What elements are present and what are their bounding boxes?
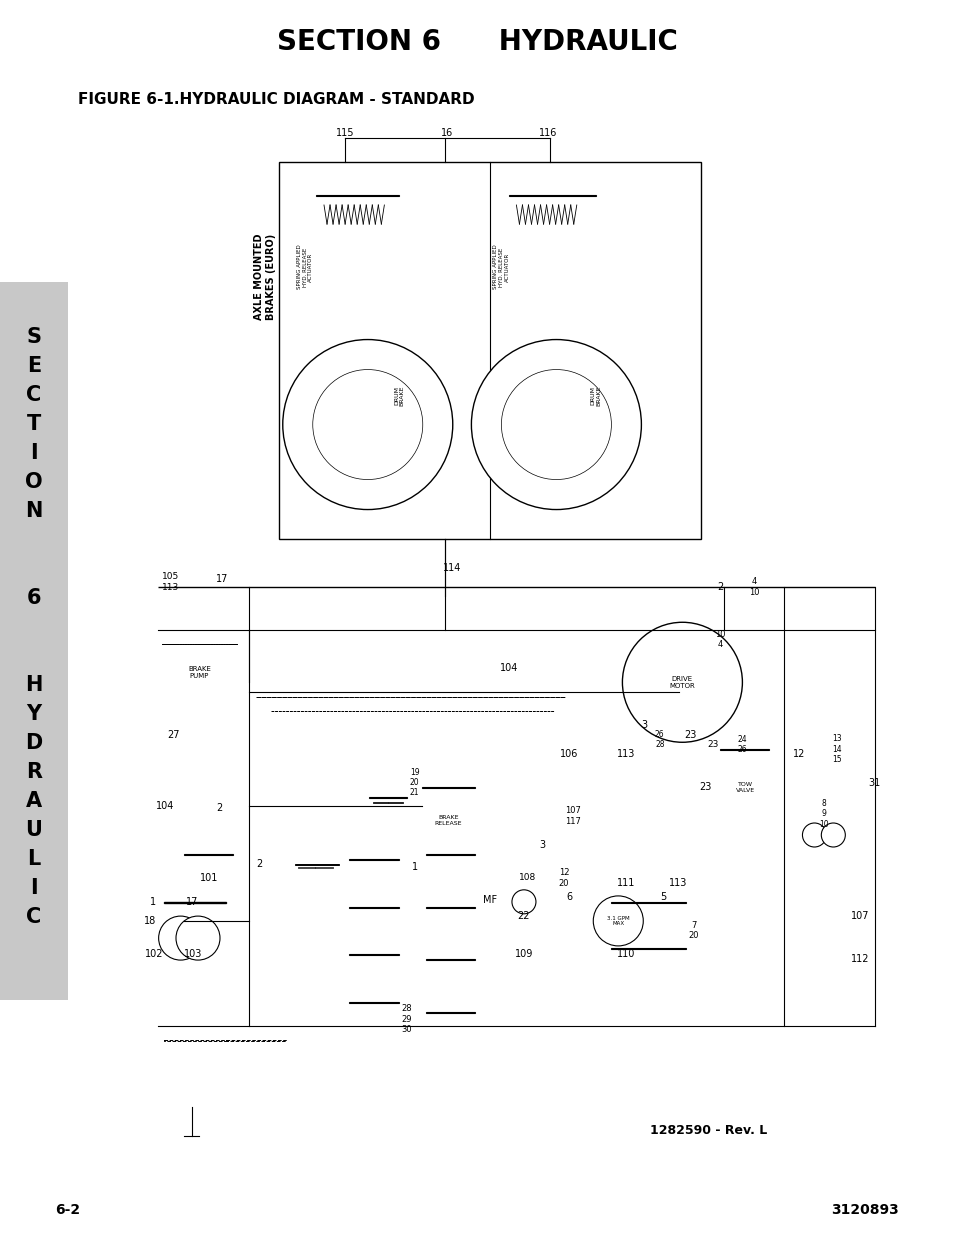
Text: H: H (26, 676, 43, 695)
Text: O: O (25, 472, 43, 492)
Text: 27: 27 (167, 730, 179, 740)
Text: T: T (27, 414, 41, 433)
Text: 1: 1 (150, 897, 155, 906)
Circle shape (531, 400, 580, 450)
Text: 3.1 GPM
MAX: 3.1 GPM MAX (606, 915, 629, 926)
Text: 6-2: 6-2 (55, 1203, 80, 1216)
Text: 3: 3 (539, 840, 545, 850)
Text: C: C (27, 385, 42, 405)
Text: 104: 104 (499, 663, 517, 673)
Text: L: L (28, 848, 41, 869)
Circle shape (471, 340, 640, 510)
Text: 106: 106 (559, 748, 578, 758)
Text: DRIVE
MOTOR: DRIVE MOTOR (669, 676, 695, 689)
Text: 116: 116 (538, 128, 557, 138)
Text: SECTION 6      HYDRAULIC: SECTION 6 HYDRAULIC (276, 28, 677, 56)
Text: 110: 110 (616, 950, 635, 960)
Text: 17: 17 (215, 574, 228, 584)
Circle shape (501, 369, 611, 479)
Circle shape (282, 340, 453, 510)
Text: 8
9
10: 8 9 10 (819, 799, 828, 829)
Text: 3120893: 3120893 (830, 1203, 898, 1216)
Text: 18: 18 (144, 916, 156, 926)
Text: 2: 2 (717, 582, 722, 592)
Text: I: I (30, 443, 38, 463)
Text: TOW
VALVE: TOW VALVE (735, 782, 754, 793)
Text: AXLE MOUNTED
BRAKES (EURO): AXLE MOUNTED BRAKES (EURO) (254, 233, 275, 320)
Circle shape (593, 895, 642, 946)
Text: SPRING APPLIED
HYD. RELEASE
ACTUATOR: SPRING APPLIED HYD. RELEASE ACTUATOR (493, 245, 509, 289)
Bar (278, 162, 700, 540)
Text: 5: 5 (659, 892, 666, 902)
Text: 4
10: 4 10 (748, 577, 759, 597)
Text: R: R (26, 762, 42, 782)
Circle shape (512, 890, 536, 914)
Text: A: A (26, 790, 42, 811)
Text: 23: 23 (683, 730, 696, 740)
Circle shape (175, 916, 220, 960)
Text: 112: 112 (849, 955, 868, 965)
Text: 115: 115 (335, 128, 354, 138)
Text: 2: 2 (256, 858, 263, 868)
Text: 113: 113 (616, 748, 635, 758)
Text: 23: 23 (699, 782, 711, 793)
Text: 10
4: 10 4 (714, 630, 724, 650)
Text: DRUM
BRAKE: DRUM BRAKE (590, 385, 600, 406)
Text: 6: 6 (565, 892, 572, 902)
Text: N: N (26, 501, 43, 521)
Circle shape (821, 823, 844, 847)
Text: 7
20: 7 20 (688, 921, 699, 940)
Text: Y: Y (27, 704, 42, 724)
Text: FIGURE 6-1.HYDRAULIC DIAGRAM - STANDARD: FIGURE 6-1.HYDRAULIC DIAGRAM - STANDARD (78, 93, 475, 107)
Text: 26
28: 26 28 (655, 730, 664, 750)
Text: D: D (26, 734, 43, 753)
Circle shape (158, 916, 202, 960)
Text: 3: 3 (641, 720, 647, 730)
Text: 19
20
21: 19 20 21 (409, 768, 419, 798)
Text: S: S (27, 327, 42, 347)
Text: 28
29
30: 28 29 30 (401, 1004, 412, 1034)
Text: 1: 1 (411, 862, 417, 872)
Text: 104: 104 (156, 802, 174, 811)
Text: I: I (30, 878, 38, 898)
Circle shape (342, 400, 393, 450)
Circle shape (313, 369, 422, 479)
Text: 17: 17 (186, 897, 198, 906)
Text: 107
117: 107 117 (564, 806, 580, 826)
Text: SPRING APPLIED
HYD. RELEASE
ACTUATOR: SPRING APPLIED HYD. RELEASE ACTUATOR (296, 245, 314, 289)
Text: U: U (26, 820, 42, 840)
Text: 101: 101 (200, 873, 218, 883)
Circle shape (801, 823, 825, 847)
Text: 24
26: 24 26 (738, 735, 747, 755)
Circle shape (621, 622, 741, 742)
Text: 16: 16 (440, 128, 453, 138)
Text: MF: MF (482, 895, 497, 905)
Text: 109: 109 (515, 950, 533, 960)
Text: BRAKE
PUMP: BRAKE PUMP (188, 666, 211, 679)
Text: 114: 114 (442, 563, 461, 573)
Text: 113: 113 (669, 878, 687, 888)
Text: 12
20: 12 20 (558, 868, 569, 888)
Text: C: C (27, 906, 42, 927)
Text: 105
113: 105 113 (162, 572, 179, 592)
Bar (0, 282, 68, 1000)
Text: 13
14
15: 13 14 15 (831, 734, 841, 764)
Text: 1282590 - Rev. L: 1282590 - Rev. L (650, 1124, 766, 1137)
Text: E: E (27, 356, 41, 375)
Text: 108: 108 (518, 873, 536, 883)
Text: BRAKE
RELEASE: BRAKE RELEASE (435, 815, 462, 826)
Text: DRUM
BRAKE: DRUM BRAKE (394, 385, 404, 406)
Text: 22: 22 (517, 911, 530, 921)
Text: 31: 31 (868, 778, 880, 788)
Text: 111: 111 (616, 878, 635, 888)
Text: 2: 2 (216, 803, 223, 814)
Text: 107: 107 (849, 911, 868, 921)
Text: 6: 6 (27, 588, 41, 608)
Text: 23: 23 (706, 740, 718, 748)
Text: 12: 12 (792, 748, 804, 758)
Text: 102: 102 (145, 950, 163, 960)
Text: 103: 103 (184, 950, 202, 960)
